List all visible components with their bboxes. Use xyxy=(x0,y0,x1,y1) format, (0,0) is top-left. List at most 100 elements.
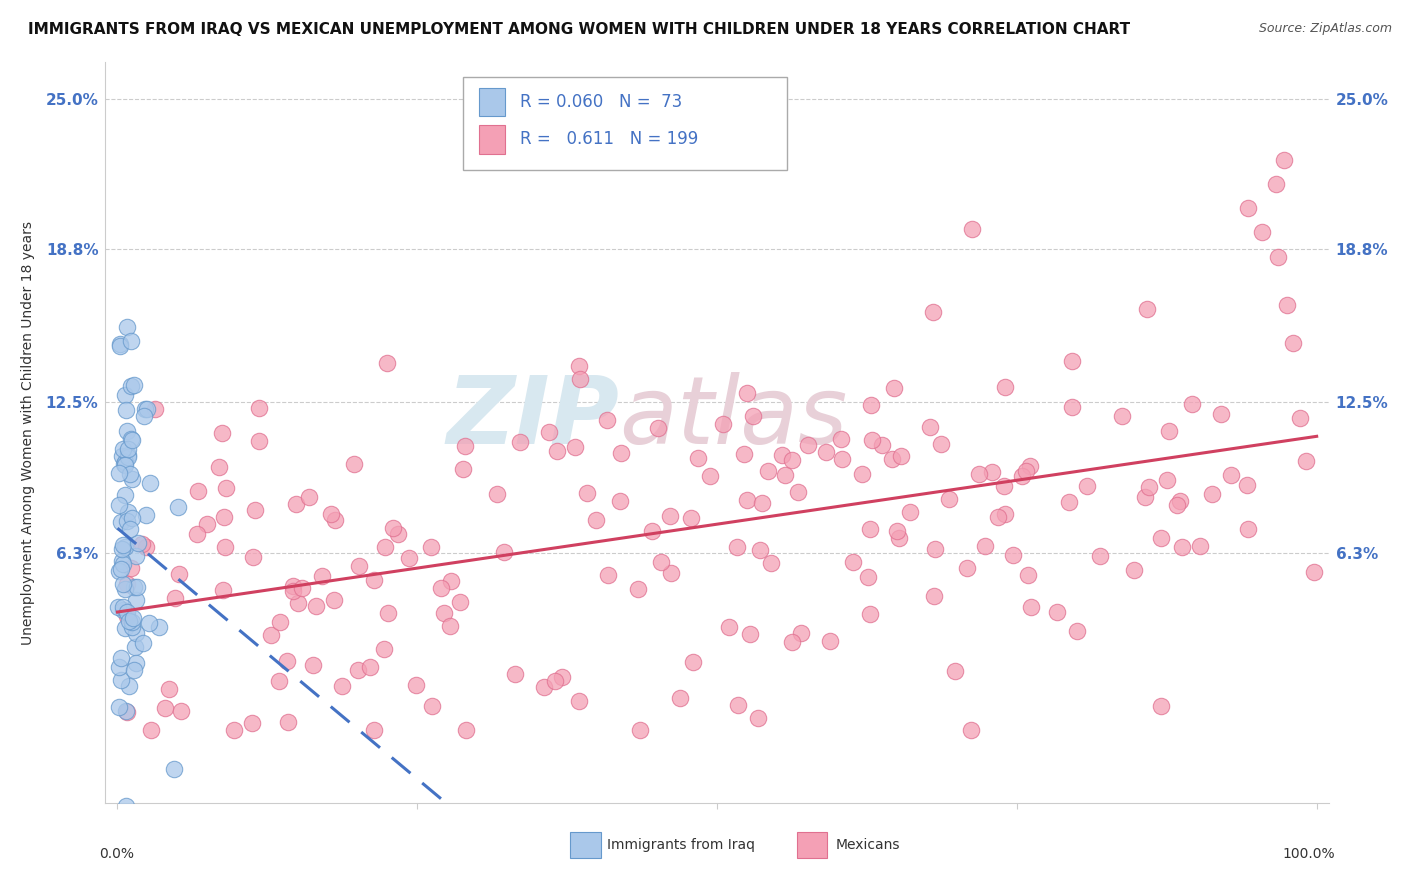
Point xyxy=(749,543,772,558)
Point xyxy=(1156,473,1178,487)
Point xyxy=(117,505,139,519)
Point xyxy=(851,467,873,482)
Point xyxy=(1019,459,1042,474)
Point xyxy=(114,798,136,813)
Point xyxy=(115,577,138,591)
Point xyxy=(842,555,865,569)
Point xyxy=(1149,531,1171,545)
Point xyxy=(110,515,132,529)
Point xyxy=(110,673,132,687)
Point xyxy=(830,432,852,446)
Point xyxy=(323,513,346,527)
Point xyxy=(1171,540,1194,554)
Point xyxy=(118,679,141,693)
Point xyxy=(659,508,682,523)
Point xyxy=(108,660,131,674)
Point xyxy=(756,463,779,477)
Point xyxy=(787,485,810,500)
Point xyxy=(747,711,769,725)
Point xyxy=(1150,699,1173,714)
Point xyxy=(374,540,396,554)
Point xyxy=(738,627,761,641)
Point xyxy=(131,537,153,551)
Point xyxy=(993,478,1015,492)
Point xyxy=(1066,624,1088,638)
Point xyxy=(121,433,143,447)
Point xyxy=(485,487,508,501)
Point xyxy=(761,556,783,570)
Point xyxy=(211,426,233,441)
Point xyxy=(215,482,238,496)
Point xyxy=(585,513,607,527)
Point xyxy=(1060,400,1083,414)
Point xyxy=(1017,567,1039,582)
Point xyxy=(775,467,797,482)
Point xyxy=(1236,522,1258,536)
Point xyxy=(880,452,903,467)
Point xyxy=(111,449,134,463)
Point xyxy=(955,560,977,574)
Point xyxy=(790,626,813,640)
Point xyxy=(163,762,186,776)
Point xyxy=(859,607,882,622)
Point xyxy=(1282,335,1305,350)
Point xyxy=(898,505,921,519)
Point xyxy=(650,555,672,569)
Point xyxy=(439,619,461,633)
Point xyxy=(973,539,995,553)
Point xyxy=(319,507,342,521)
Point xyxy=(770,448,793,462)
Point xyxy=(112,603,135,617)
Point xyxy=(860,433,883,447)
Point xyxy=(797,438,820,452)
Point xyxy=(148,620,170,634)
Point xyxy=(420,698,443,713)
Point xyxy=(610,446,633,460)
Point xyxy=(433,606,456,620)
Point xyxy=(780,453,803,467)
Point xyxy=(449,595,471,609)
Point xyxy=(1267,250,1289,264)
Point xyxy=(856,570,879,584)
Point xyxy=(1137,480,1160,494)
Point xyxy=(920,419,942,434)
Point xyxy=(711,417,734,432)
Point xyxy=(440,574,463,589)
Point xyxy=(959,723,981,737)
Point xyxy=(929,436,952,450)
Point xyxy=(302,658,325,673)
Text: IMMIGRANTS FROM IRAQ VS MEXICAN UNEMPLOYMENT AMONG WOMEN WITH CHILDREN UNDER 18 : IMMIGRANTS FROM IRAQ VS MEXICAN UNEMPLOY… xyxy=(28,22,1130,37)
Point xyxy=(115,705,138,719)
Point xyxy=(222,723,245,737)
Point xyxy=(533,681,555,695)
Point xyxy=(115,424,138,438)
Point xyxy=(924,542,946,557)
Point xyxy=(398,551,420,566)
Point xyxy=(1219,468,1241,483)
Point xyxy=(1136,301,1159,316)
Point xyxy=(429,582,451,596)
Point xyxy=(890,449,912,463)
Point xyxy=(114,403,136,417)
Point xyxy=(1157,424,1180,438)
Point xyxy=(120,561,142,575)
Point xyxy=(121,511,143,525)
Point xyxy=(157,681,180,696)
Point xyxy=(347,559,370,574)
Point xyxy=(111,442,134,456)
Point xyxy=(682,655,704,669)
Point xyxy=(330,679,353,693)
Point xyxy=(117,450,139,465)
Point xyxy=(122,580,145,594)
Point xyxy=(114,488,136,502)
Point xyxy=(1060,353,1083,368)
Point xyxy=(782,635,804,649)
Point xyxy=(342,457,364,471)
Point xyxy=(120,432,142,446)
Point xyxy=(346,663,368,677)
Point xyxy=(117,442,139,456)
Point xyxy=(125,593,148,607)
Point xyxy=(114,455,136,469)
Point xyxy=(247,401,270,416)
Point xyxy=(247,434,270,449)
